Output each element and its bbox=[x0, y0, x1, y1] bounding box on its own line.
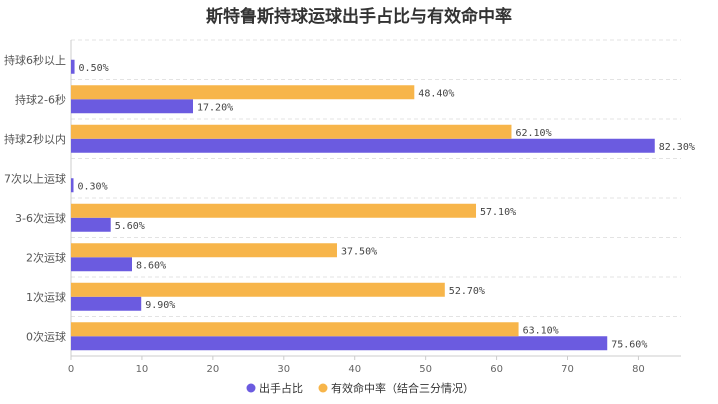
data-label: 0.50% bbox=[79, 63, 109, 74]
x-tick-label: 0 bbox=[68, 364, 74, 375]
y-tick-label: 持球2秒以内 bbox=[4, 132, 66, 146]
x-axis-labels: 0 10 20 30 40 50 60 70 80 bbox=[68, 356, 645, 375]
bar-share[interactable] bbox=[71, 99, 193, 114]
legend-label-share[interactable]: 出手占比 bbox=[259, 381, 303, 395]
data-label: 0.30% bbox=[78, 181, 108, 192]
legend-marker-efg bbox=[318, 383, 328, 393]
x-tick-label: 50 bbox=[419, 364, 432, 375]
bar-efg[interactable] bbox=[71, 124, 512, 139]
legend-marker-share bbox=[246, 383, 256, 393]
y-tick-label: 2次运球 bbox=[26, 250, 66, 264]
bar-share[interactable] bbox=[71, 217, 111, 232]
y-tick-label: 持球2-6秒 bbox=[15, 92, 66, 106]
chart-title: 斯特鲁斯持球运球出手占比与有效命中率 bbox=[206, 6, 512, 27]
bar-efg[interactable] bbox=[71, 85, 415, 100]
data-label: 62.10% bbox=[515, 128, 551, 139]
data-label: 57.10% bbox=[480, 207, 516, 218]
bar-efg[interactable] bbox=[71, 282, 445, 297]
x-tick-label: 40 bbox=[348, 364, 361, 375]
bar-share[interactable] bbox=[71, 336, 608, 351]
y-tick-label: 3-6次运球 bbox=[15, 211, 66, 225]
legend-label-efg[interactable]: 有效命中率（结合三分情况） bbox=[331, 381, 474, 395]
data-label: 37.50% bbox=[341, 246, 377, 257]
x-tick-label: 70 bbox=[561, 364, 574, 375]
bar-share[interactable] bbox=[71, 138, 655, 153]
bar-share[interactable] bbox=[71, 178, 74, 193]
x-tick-label: 30 bbox=[277, 364, 290, 375]
legend[interactable]: 出手占比 有效命中率（结合三分情况） bbox=[246, 381, 475, 395]
bar-share[interactable] bbox=[71, 257, 132, 272]
data-label: 48.40% bbox=[418, 88, 454, 99]
y-tick-label: 持球6秒以上 bbox=[4, 53, 66, 67]
bar-share[interactable] bbox=[71, 59, 75, 74]
y-tick-label: 1次运球 bbox=[26, 290, 66, 304]
x-tick-label: 80 bbox=[632, 364, 645, 375]
x-tick-label: 60 bbox=[490, 364, 503, 375]
y-tick-label: 7次以上运球 bbox=[4, 171, 66, 185]
bars: 0.50% 17.20% 48.40% 82.30% 62.10% 0.30% 5.60% 5… bbox=[71, 59, 695, 351]
x-tick-label: 20 bbox=[206, 364, 219, 375]
data-label: 52.70% bbox=[449, 286, 485, 297]
data-label: 63.10% bbox=[523, 325, 559, 336]
y-tick-label: 0次运球 bbox=[26, 329, 66, 343]
data-label: 82.30% bbox=[659, 142, 695, 153]
data-label: 5.60% bbox=[115, 221, 145, 232]
data-label: 8.60% bbox=[136, 260, 166, 271]
data-label: 9.90% bbox=[145, 300, 175, 311]
grid bbox=[70, 39, 681, 357]
data-label: 75.60% bbox=[611, 339, 647, 350]
bar-share[interactable] bbox=[71, 296, 142, 311]
data-label: 17.20% bbox=[197, 102, 233, 113]
bar-efg[interactable] bbox=[71, 203, 477, 218]
x-tick-label: 10 bbox=[136, 364, 149, 375]
bar-efg[interactable] bbox=[71, 243, 337, 258]
bar-efg[interactable] bbox=[71, 322, 519, 337]
